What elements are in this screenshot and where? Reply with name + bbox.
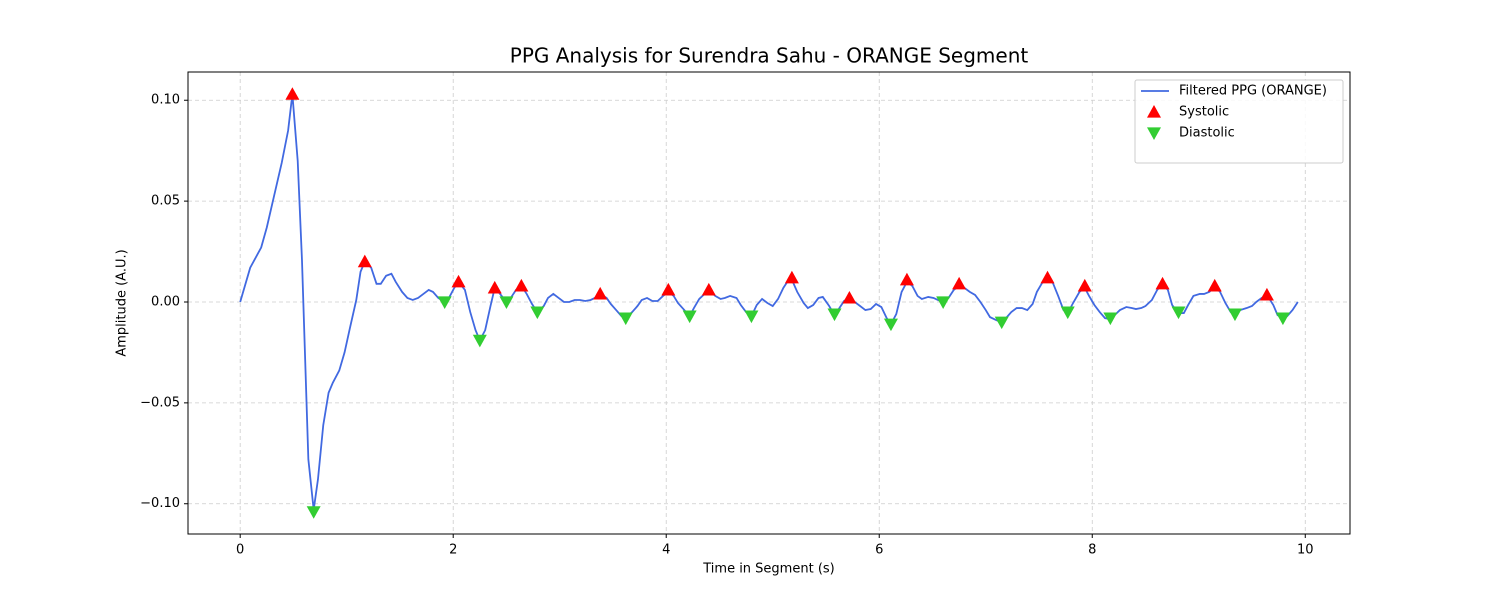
legend-marker [1147,105,1161,118]
data-point [593,286,608,300]
data-point [936,296,951,309]
x-tick-label: 4 [662,543,670,558]
data-point [451,274,466,288]
data-point [1077,278,1092,292]
data-point [437,296,452,309]
data-point [883,318,898,332]
data-point [682,310,697,324]
data-point [842,290,857,304]
x-tick-label: 8 [1088,543,1096,558]
y-tick-label: 0.00 [151,294,180,309]
legend-label: Systolic [1179,105,1229,120]
y-tick-label: 0.05 [151,194,180,209]
data-point [1171,306,1186,320]
data-point [285,87,300,100]
data-point [952,276,967,290]
plot-frame [187,71,1351,535]
x-tick-label: 2 [449,543,457,558]
data-point [1275,312,1290,326]
data-point [306,506,321,519]
data-point [1227,308,1242,322]
data-point [487,280,502,294]
data-point [827,308,842,322]
legend-box [1134,79,1344,164]
x-axis-label: Time in Segment (s) [702,562,834,577]
data-point [701,282,716,296]
data-point [1259,287,1274,301]
data-point [994,316,1009,330]
chart-title: PPG Analysis for Surendra Sahu - ORANGE … [510,44,1029,68]
data-point [784,270,799,284]
legend-marker [1147,127,1161,140]
x-tick-label: 0 [236,543,244,558]
data-point [357,254,372,268]
y-tick-label: −0.05 [140,395,180,410]
x-tick-label: 6 [875,543,883,558]
data-point [1103,312,1118,326]
data-point [1040,270,1055,284]
data-point [530,306,545,320]
legend-label: Diastolic [1179,126,1235,141]
data-point [661,282,676,296]
data-point [514,278,529,292]
data-line [239,94,1299,510]
data-point [618,312,633,326]
data-point [499,296,514,309]
x-tick-label: 10 [1297,543,1314,558]
data-point [1060,306,1075,320]
data-point [899,272,914,286]
data-point [472,334,487,348]
y-tick-label: −0.10 [140,496,180,511]
data-point [1155,276,1170,290]
legend-label: Filtered PPG (ORANGE) [1179,84,1327,99]
data-point [744,310,759,324]
data-point [1207,278,1222,292]
y-axis-label: Amplitude (A.U.) [115,249,130,356]
y-tick-label: 0.10 [151,93,180,108]
